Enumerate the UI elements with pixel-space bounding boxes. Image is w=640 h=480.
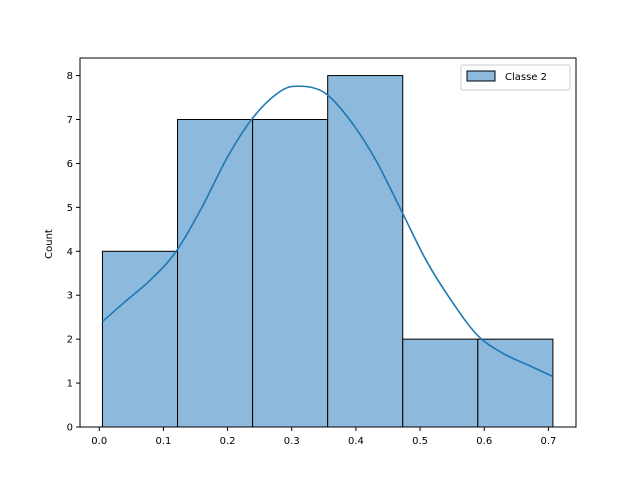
y-tick-label: 8 xyxy=(67,71,73,82)
histogram-bar xyxy=(252,119,329,428)
x-tick-label: 0.0 xyxy=(91,436,107,447)
y-tick-label: 4 xyxy=(67,247,73,258)
y-tick-label: 6 xyxy=(67,159,73,170)
y-tick-label: 0 xyxy=(67,423,73,434)
histogram-bar xyxy=(101,250,179,428)
legend-label: Classe 2 xyxy=(505,72,547,83)
x-tick-label: 0.6 xyxy=(476,436,492,447)
legend: Classe 2 xyxy=(460,64,571,91)
x-tick-label: 0.2 xyxy=(220,436,236,447)
x-tick-label: 0.7 xyxy=(540,436,556,447)
histogram-bar xyxy=(402,338,479,428)
y-tick-label: 5 xyxy=(67,203,73,214)
y-tick-label: 7 xyxy=(67,115,73,126)
y-tick-label: 2 xyxy=(67,335,73,346)
histogram-bar xyxy=(477,338,554,428)
y-tick-label: 3 xyxy=(67,291,73,302)
x-tick-label: 0.4 xyxy=(348,436,364,447)
plot-frame xyxy=(79,57,577,428)
y-tick-label: 1 xyxy=(67,379,73,390)
legend-swatch xyxy=(466,70,496,82)
x-tick-label: 0.3 xyxy=(284,436,300,447)
bars-layer xyxy=(101,75,554,428)
histogram-bar xyxy=(327,75,404,428)
axes-layer: 0.0 0.1 0.2 0.3 0.4 0.5 0.6 0.7 0 1 2 3 4 5 6 7 8 xyxy=(67,57,577,447)
x-tick-label: 0.1 xyxy=(155,436,171,447)
histogram-bar xyxy=(177,119,254,428)
y-axis-label: Count xyxy=(44,229,55,259)
x-tick-label: 0.5 xyxy=(412,436,428,447)
kde-line xyxy=(101,85,554,378)
